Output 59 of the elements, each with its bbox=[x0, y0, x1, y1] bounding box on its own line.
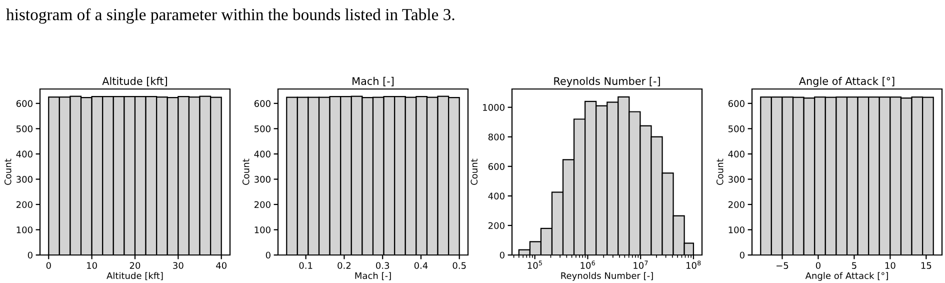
y-tick-label: 100 bbox=[16, 226, 32, 234]
x-tick-label: 5 bbox=[852, 262, 856, 269]
text: histogram of a single parameter within the bounds listed in Table 3. bbox=[6, 8, 454, 24]
y-tick-label: 800 bbox=[488, 134, 504, 140]
x-tick-label: 20 bbox=[130, 262, 140, 269]
y-axis-title: Count bbox=[470, 158, 478, 185]
y-tick-label: 500 bbox=[254, 125, 270, 132]
x-tick-label: 10$^{6}$ bbox=[580, 260, 595, 269]
x-tick-label: 10$^{5}$ bbox=[528, 260, 542, 269]
y-tick-label: 0 bbox=[500, 252, 504, 259]
y-tick-label: 600 bbox=[16, 100, 32, 107]
y-tick-label: 400 bbox=[16, 150, 32, 158]
y-tick-label: 0 bbox=[740, 252, 744, 259]
y-tick-label: 100 bbox=[254, 226, 270, 234]
x-tick-label: −5 bbox=[776, 262, 788, 269]
y-tick-label: 300 bbox=[16, 176, 32, 183]
y-tick-label: 500 bbox=[728, 125, 744, 132]
x-axis-title: Angle of Attack [°] bbox=[805, 272, 888, 281]
x-tick-label: 15 bbox=[921, 262, 932, 269]
x-tick-label: 10$^{8}$ bbox=[686, 260, 701, 269]
x-tick-label: 0.1 bbox=[299, 262, 312, 269]
y-tick-label: 500 bbox=[16, 125, 32, 132]
x-tick-label: 0 bbox=[46, 262, 51, 269]
y-axis-title: Count bbox=[242, 158, 250, 185]
y-tick-label: 200 bbox=[16, 201, 32, 208]
x-tick-label: 0.3 bbox=[376, 262, 390, 269]
x-tick-label: 0.2 bbox=[338, 262, 350, 269]
y-tick-label: 600 bbox=[728, 100, 744, 107]
chart-title: Altitude [kft] bbox=[102, 76, 167, 86]
y-tick-label: 200 bbox=[728, 201, 744, 208]
y-tick-label: 300 bbox=[254, 176, 270, 183]
y-tick-label: 100 bbox=[728, 226, 744, 234]
y-tick-label: 0 bbox=[266, 252, 270, 259]
y-tick-label: 400 bbox=[254, 150, 270, 158]
chart-title: Mach [-] bbox=[352, 76, 394, 86]
x-axis-title: Mach [-] bbox=[355, 272, 391, 280]
y-tick-label: 600 bbox=[488, 163, 504, 170]
chart-title: Reynolds Number [-] bbox=[554, 76, 660, 87]
y-tick-label: 200 bbox=[254, 201, 270, 208]
y-tick-label: 400 bbox=[488, 192, 504, 200]
y-tick-label: 1000 bbox=[483, 104, 504, 111]
x-tick-label: 0 bbox=[816, 262, 820, 269]
y-tick-label: 200 bbox=[488, 222, 504, 230]
y-axis-title: Count bbox=[4, 158, 12, 185]
y-tick-label: 300 bbox=[728, 176, 744, 183]
x-tick-label: 10$^{7}$ bbox=[634, 260, 648, 269]
x-tick-label: 0.5 bbox=[452, 262, 466, 269]
x-axis-title: Reynolds Number [-] bbox=[561, 272, 653, 281]
x-tick-label: 10 bbox=[87, 262, 97, 269]
y-tick-label: 400 bbox=[728, 150, 744, 158]
x-tick-label: 0.4 bbox=[414, 262, 428, 269]
x-tick-label: 30 bbox=[173, 262, 184, 269]
x-axis-title: Altitude [kft] bbox=[106, 272, 163, 280]
y-tick-label: 600 bbox=[254, 100, 270, 107]
chart-title: Angle of Attack [°] bbox=[798, 76, 894, 87]
x-tick-label: 10 bbox=[885, 262, 896, 269]
x-tick-label: 40 bbox=[216, 262, 227, 269]
y-axis-title: Count bbox=[716, 158, 724, 185]
y-tick-label: 0 bbox=[28, 252, 32, 259]
